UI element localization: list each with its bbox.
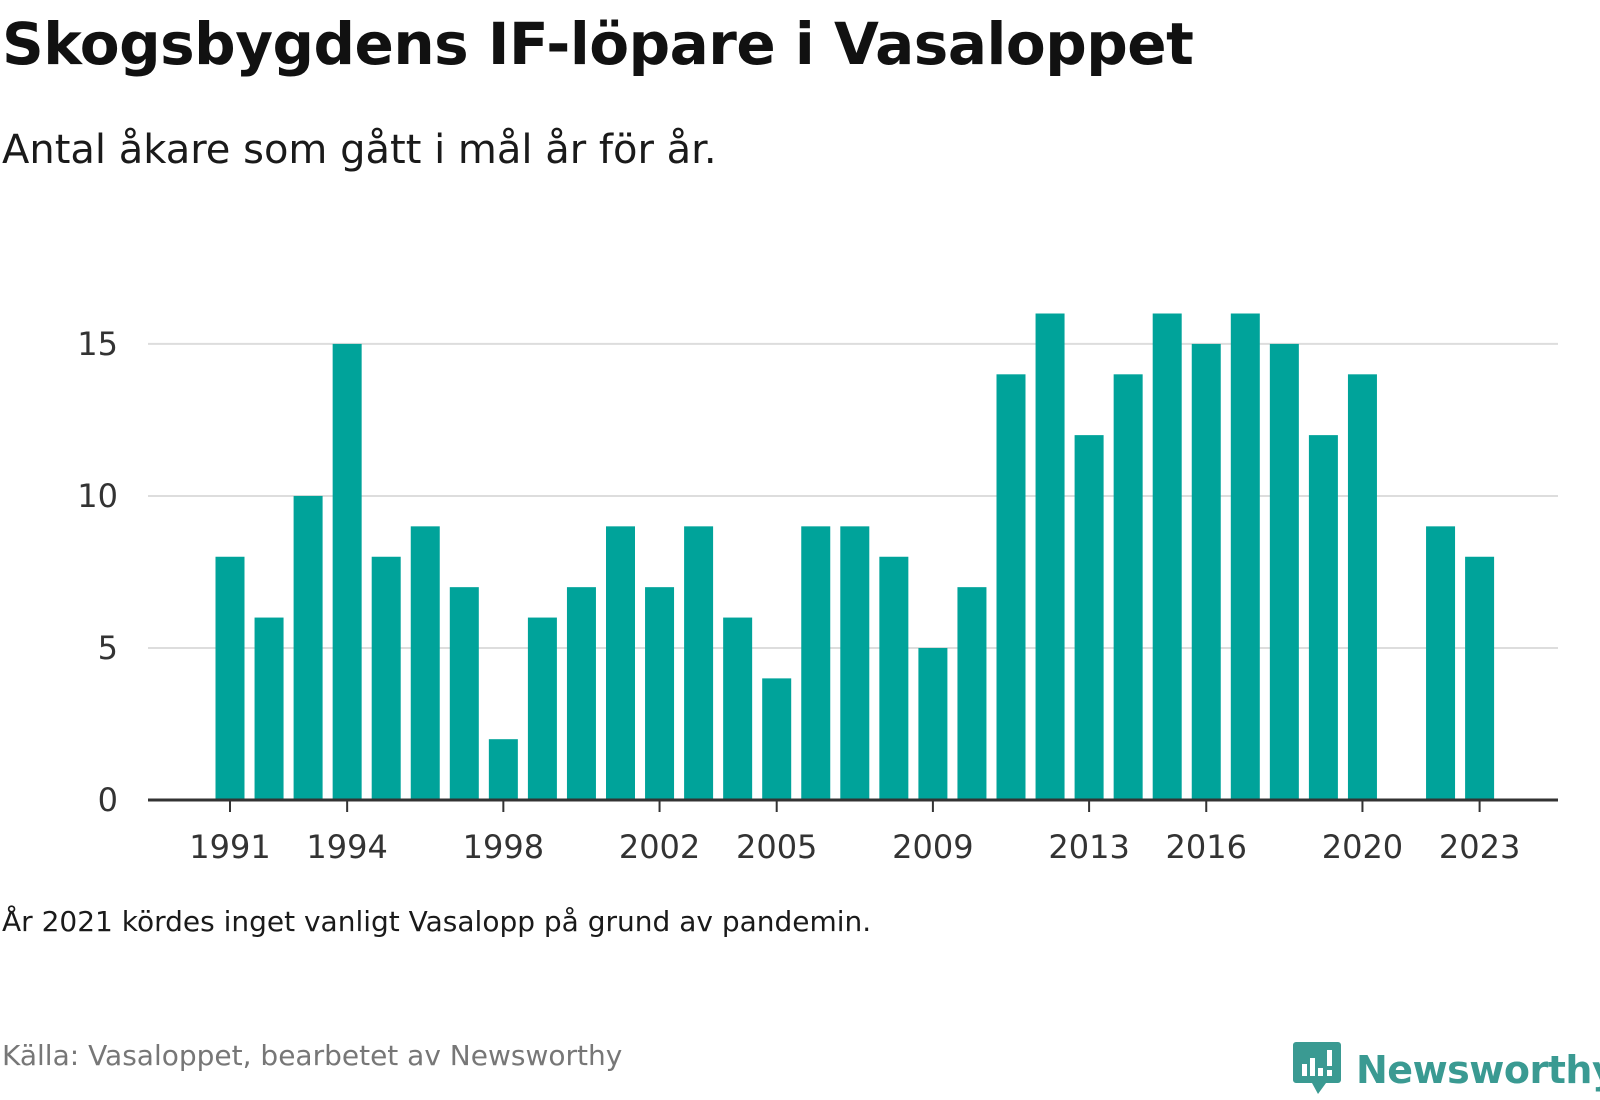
chart-source: Källa: Vasaloppet, bearbetet av Newswort… [2, 1039, 623, 1072]
bar-2016 [1191, 343, 1221, 800]
y-axis-tick-labels: 0 5 10 15 [77, 325, 118, 819]
bar-1991 [215, 556, 245, 800]
x-tick-label: 2016 [1166, 828, 1247, 866]
x-tick-label: 2009 [892, 828, 973, 866]
x-tick-label: 1991 [189, 828, 270, 866]
bar-1998 [488, 739, 518, 800]
bar-1994 [332, 343, 362, 800]
x-tick-label: 1998 [463, 828, 544, 866]
bar-2014 [1113, 374, 1143, 800]
bar-1995 [371, 556, 401, 800]
bars [215, 313, 1495, 800]
bar-1993 [293, 495, 323, 800]
chart-title: Skogsbygdens IF-löpare i Vasaloppet [2, 10, 1194, 78]
chart-note: År 2021 kördes inget vanligt Vasalopp på… [2, 905, 872, 938]
bar-2008 [879, 556, 909, 800]
bar-2000 [566, 587, 596, 800]
bar-2015 [1152, 313, 1182, 800]
bar-2006 [801, 526, 831, 800]
bar-2002 [645, 587, 675, 800]
y-tick-label: 0 [98, 781, 118, 819]
bar-1996 [410, 526, 440, 800]
bar-2023 [1465, 556, 1495, 800]
bar-chart: 0 5 10 15 1991 1994 1998 2002 2005 2009 2013 2016 2… [77, 313, 1558, 866]
bar-2007 [840, 526, 870, 800]
bar-2001 [606, 526, 635, 800]
newsworthy-chart-bubble-icon [1292, 1040, 1342, 1100]
bar-2004 [723, 617, 753, 800]
x-tick-label: 1994 [306, 828, 387, 866]
bar-1992 [254, 617, 284, 800]
bar-2003 [684, 526, 714, 800]
bar-2012 [1035, 313, 1065, 800]
x-tick-label: 2013 [1048, 828, 1129, 866]
bar-2009 [918, 647, 948, 800]
x-axis-tick-labels: 1991 1994 1998 2002 2005 2009 2013 2016 2020 2023 [189, 828, 1520, 866]
x-tick-label: 2005 [736, 828, 817, 866]
bar-1999 [527, 617, 557, 800]
bar-2019 [1308, 435, 1338, 800]
x-tick-label: 2020 [1322, 828, 1403, 866]
bar-2022 [1426, 526, 1456, 800]
y-tick-label: 10 [77, 477, 118, 515]
bar-2020 [1347, 374, 1377, 800]
x-tick-label: 2023 [1439, 828, 1520, 866]
bar-2017 [1230, 313, 1260, 800]
bar-2018 [1269, 343, 1299, 800]
newsworthy-logo: Newsworthy [1292, 1040, 1600, 1100]
y-tick-label: 15 [77, 325, 118, 363]
newsworthy-logo-text: Newsworthy [1356, 1048, 1600, 1092]
chart-subtitle: Antal åkare som gått i mål år för år. [2, 127, 717, 173]
bar-2011 [996, 374, 1026, 800]
x-axis [148, 798, 1558, 812]
y-tick-label: 5 [98, 629, 118, 667]
bar-1997 [449, 587, 479, 800]
bar-2005 [762, 678, 792, 800]
bar-2010 [957, 587, 987, 800]
bar-2013 [1074, 435, 1104, 800]
x-tick-label: 2002 [619, 828, 700, 866]
